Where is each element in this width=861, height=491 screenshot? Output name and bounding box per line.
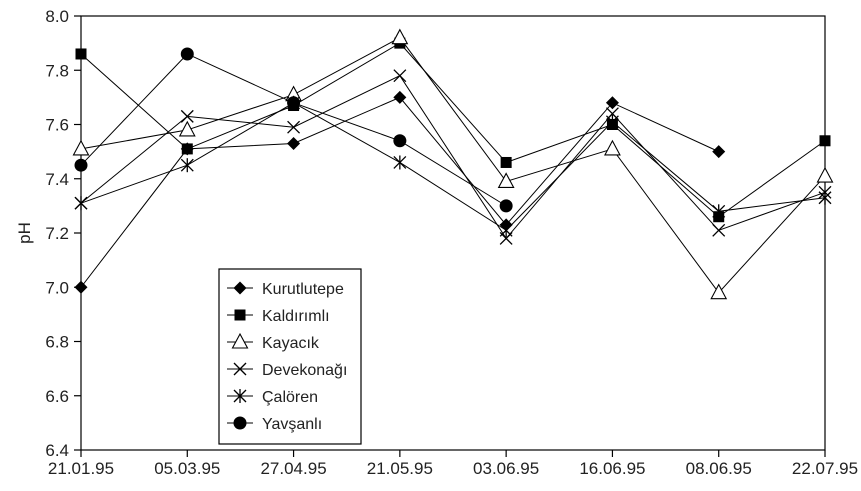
data-point-circle [499,199,513,213]
data-point-asterisk [712,204,726,219]
data-point-asterisk [233,389,247,403]
data-point-asterisk [499,223,513,238]
series-line [80,37,826,294]
data-point-triangle-open [497,172,515,189]
series-2 [72,28,834,300]
data-point-square [181,143,193,155]
legend-label: Kaldırımlı [262,308,330,325]
data-point-square [819,135,831,147]
y-axis: 6.4 6.6 6.8 7.0 7.2 7.4 7.6 7.8 8.0 [45,7,81,460]
data-point-x [233,362,247,376]
data-point-x [712,223,726,237]
data-point-x [287,120,301,134]
x-tick-label: 21.05.95 [367,459,433,478]
x-axis: 21.01.95 05.03.95 27.04.95 21.05.95 03.06.95… [48,450,858,478]
data-point-triangle-open [816,166,834,183]
data-point-circle [393,134,407,148]
y-tick-label: 7.8 [45,61,69,80]
series-line [80,75,826,240]
data-point-triangle-open [72,139,90,156]
data-point-asterisk [180,158,194,173]
data-point-diamond [233,281,247,295]
legend: Kurutlutepe Kaldırımlı Kayacık Devekonağı Ça… [218,268,362,445]
data-point-asterisk [605,114,619,129]
legend-box [218,268,362,445]
data-point-circle [74,158,88,172]
y-tick-label: 6.8 [45,333,69,352]
data-point-triangle-open [391,28,409,45]
series-5 [74,47,513,213]
data-point-triangle-open [604,139,621,156]
data-point-x [393,69,407,83]
data-point-asterisk [818,190,832,205]
legend-label: Devekonağı [262,362,347,379]
x-tick-label: 21.01.95 [48,459,114,478]
data-point-circle [180,47,194,61]
data-point-diamond [712,145,726,159]
data-point-triangle-open [710,283,728,300]
data-point-circle [233,416,247,430]
legend-label: Kayacık [262,335,320,352]
data-point-diamond [393,90,407,104]
x-tick-label: 27.04.95 [260,459,326,478]
x-tick-label: 16.06.95 [579,459,645,478]
data-point-asterisk [393,155,407,170]
legend-label: Kurutlutepe [262,281,344,298]
y-tick-label: 7.6 [45,116,69,135]
y-axis-title: pH [15,222,34,244]
data-point-triangle-open [178,120,196,137]
y-tick-label: 7.2 [45,224,69,243]
data-point-diamond [74,280,88,294]
data-point-triangle-open [231,332,249,349]
x-tick-label: 22.07.95 [792,459,858,478]
data-point-circle [287,96,301,110]
y-tick-label: 7.4 [45,170,69,189]
data-point-square [234,309,246,321]
data-point-square [500,156,512,168]
y-tick-label: 6.6 [45,387,69,406]
series-line [80,42,826,218]
series-layer [72,28,834,300]
plot-area [80,15,826,451]
x-tick-label: 08.06.95 [686,459,752,478]
data-point-asterisk [74,196,88,211]
data-point-x [180,109,194,123]
data-point-square [75,48,87,60]
y-tick-label: 8.0 [45,7,69,26]
y-tick-label: 7.0 [45,278,69,297]
legend-label: Yavşanlı [262,416,322,433]
series-line [80,102,826,231]
data-point-diamond [605,96,619,110]
x-tick-label: 03.06.95 [473,459,539,478]
y-tick-label: 6.4 [45,441,69,460]
data-point-diamond [287,136,301,150]
legend-label: Çalören [262,389,318,406]
x-tick-label: 05.03.95 [154,459,220,478]
